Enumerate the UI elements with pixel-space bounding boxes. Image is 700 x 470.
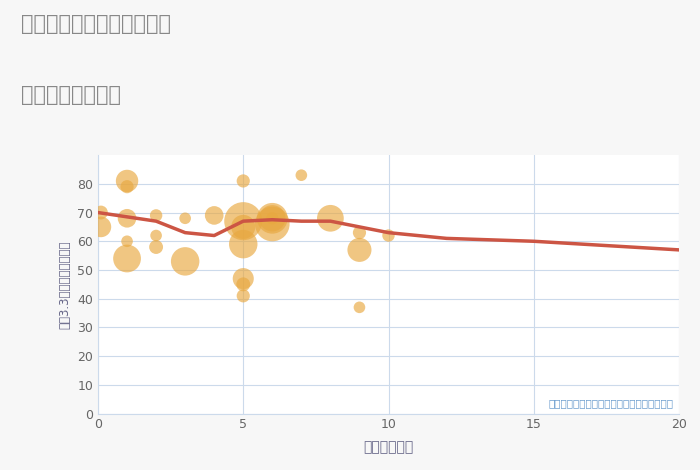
Point [267,214,278,222]
Y-axis label: 平（3.3㎡）単価（万円）: 平（3.3㎡）単価（万円） [59,240,71,329]
Text: 円の大きさは、取引のあった物件面積を示す: 円の大きさは、取引のあった物件面積を示す [548,398,673,408]
Point [122,255,133,262]
Point [95,209,106,216]
Point [267,214,278,222]
Point [237,218,249,225]
Point [237,275,249,282]
Point [237,292,249,299]
Point [180,214,191,222]
Point [122,177,133,185]
Point [180,258,191,265]
Point [237,240,249,248]
Point [296,172,307,179]
Point [150,232,162,239]
Point [122,214,133,222]
Point [209,212,220,219]
Text: 愛知県名古屋市南区鳥栖の: 愛知県名古屋市南区鳥栖の [21,14,171,34]
Point [383,232,394,239]
Point [150,243,162,251]
Point [237,281,249,288]
Point [267,220,278,228]
Point [354,304,365,311]
Text: 駅距離別土地価格: 駅距離別土地価格 [21,85,121,105]
Point [237,223,249,231]
Point [95,223,106,231]
Point [122,183,133,190]
Point [122,237,133,245]
Point [354,229,365,236]
Point [325,214,336,222]
X-axis label: 駅距離（分）: 駅距離（分） [363,440,414,454]
Point [237,177,249,185]
Point [267,214,278,222]
Point [150,212,162,219]
Point [354,246,365,254]
